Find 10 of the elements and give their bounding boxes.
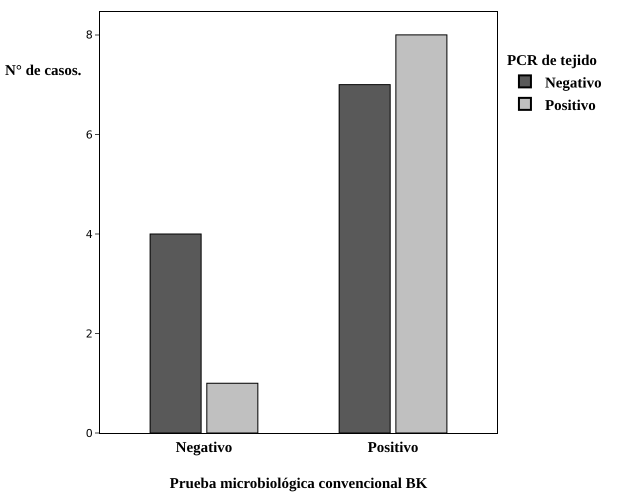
y-tick-label: 4 — [86, 228, 93, 241]
legend-title: PCR de tejido — [506, 53, 597, 70]
x-axis-title: Prueba microbiológica convencional BK — [170, 476, 428, 492]
y-tick-label: 8 — [86, 28, 93, 42]
y-tick-label: 0 — [86, 426, 93, 440]
y-tick-label: 2 — [86, 327, 93, 340]
legend-label: Negativo — [544, 75, 602, 92]
y-axis-title: N° de casos. — [5, 63, 82, 79]
legend-label: Positivo — [544, 98, 596, 114]
y-tick-label: 6 — [86, 128, 93, 142]
